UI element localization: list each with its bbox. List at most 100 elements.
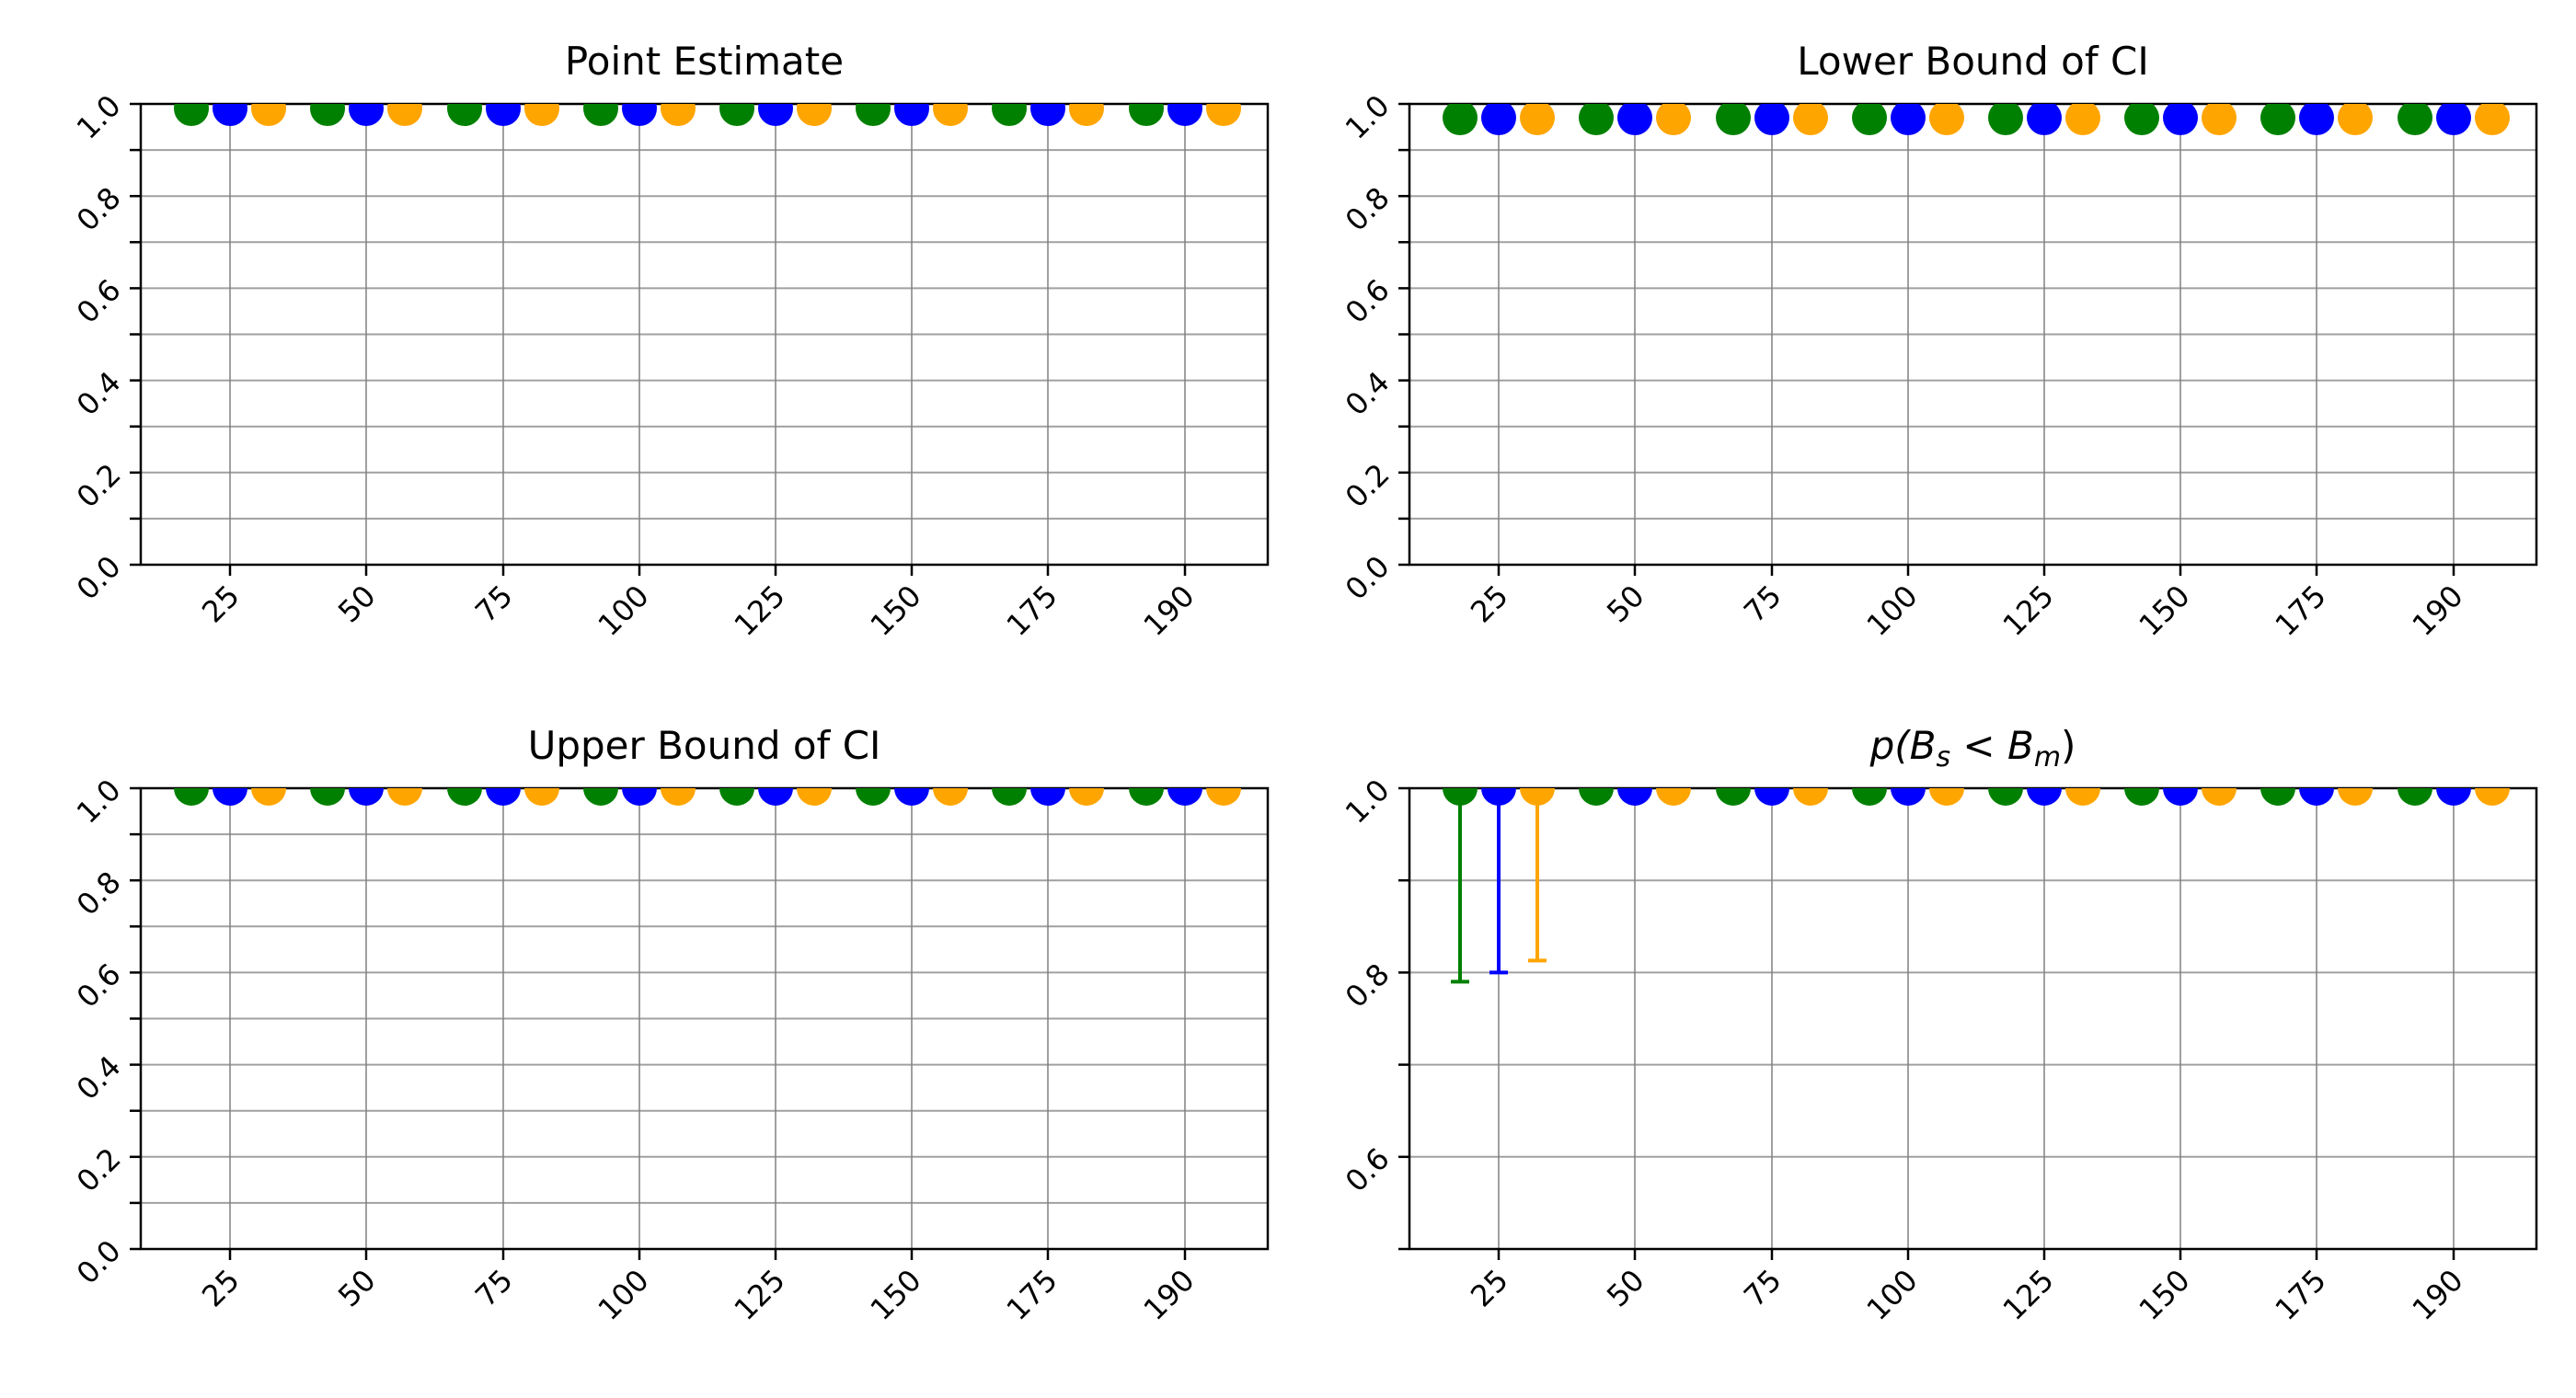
title-part-p: p( — [1869, 723, 1912, 768]
x-tick-label: 125 — [728, 1263, 792, 1327]
data-point — [524, 104, 559, 127]
data-point — [1206, 104, 1241, 127]
data-point — [622, 788, 657, 806]
data-point — [797, 104, 832, 127]
data-point — [1754, 104, 1789, 136]
data-point — [797, 788, 832, 806]
y-tick-label: 0.2 — [70, 457, 128, 515]
data-point — [1069, 104, 1104, 127]
data-point — [213, 104, 247, 127]
data-point — [1617, 788, 1652, 806]
y-tick-label: 0.8 — [70, 865, 128, 922]
data-point — [758, 104, 793, 127]
data-marks — [1443, 788, 2510, 806]
data-point — [447, 104, 482, 127]
x-tick-label: 190 — [1137, 1263, 1202, 1327]
data-point — [1579, 788, 1614, 806]
x-tick-label: 125 — [1996, 1263, 2061, 1327]
data-point — [2299, 104, 2334, 136]
x-tick-label: 190 — [2406, 1263, 2470, 1327]
data-point — [524, 788, 559, 806]
data-point — [2027, 104, 2062, 136]
data-point — [2475, 104, 2510, 136]
data-point — [2299, 788, 2334, 806]
data-point — [1852, 788, 1887, 806]
y-tick-label: 1.0 — [1339, 88, 1397, 146]
grid — [1409, 787, 2536, 1250]
title-part-B1: B — [1910, 723, 1937, 768]
data-point — [933, 104, 968, 127]
x-tick-label: 150 — [2133, 1263, 2197, 1327]
x-tick-label: 100 — [1860, 1263, 1925, 1327]
data-point — [1656, 788, 1691, 806]
data-point — [310, 788, 345, 806]
data-point — [719, 104, 754, 127]
x-tick-label: 100 — [592, 1263, 656, 1327]
data-point — [1520, 104, 1555, 136]
data-point — [2338, 788, 2373, 806]
data-point — [1716, 104, 1751, 136]
panel-point-estimate: 0.0 0.2 0.4 0.6 0.8 1.0 25 50 75 100 125 150 175 190 P… — [70, 39, 1270, 643]
chart-title: p(Bs < Bm) — [1869, 723, 2076, 773]
data-point — [387, 104, 422, 127]
title-part-close: ) — [2061, 723, 2076, 768]
x-tick-label: 75 — [468, 579, 520, 630]
data-point — [661, 788, 696, 806]
data-point — [1129, 788, 1164, 806]
data-point — [1793, 104, 1828, 136]
data-point — [2260, 788, 2295, 806]
data-point — [174, 104, 209, 127]
data-point — [1167, 788, 1202, 806]
data-point — [661, 104, 696, 127]
data-point — [2124, 104, 2159, 136]
data-point — [1579, 104, 1614, 136]
data-marks — [1443, 104, 2510, 136]
y-tick-label: 0.8 — [1339, 180, 1397, 238]
y-tick-label: 0.2 — [70, 1141, 128, 1199]
data-point — [2202, 104, 2237, 136]
data-point — [251, 104, 286, 127]
axes-frame — [139, 786, 1270, 1251]
data-point — [310, 104, 345, 127]
grid — [141, 103, 1268, 566]
chart-title: Upper Bound of CI — [528, 723, 881, 768]
data-point — [1443, 104, 1478, 136]
y-tick-label: 0.8 — [70, 180, 128, 238]
data-point — [1929, 788, 1964, 806]
data-point — [2163, 104, 2198, 136]
data-point — [2065, 104, 2100, 136]
data-point — [486, 788, 521, 806]
panel-upper-bound: 0.0 0.2 0.4 0.6 0.8 1.0 25 50 75 100 125 150 175 190 U… — [70, 723, 1270, 1327]
x-tick-label: 175 — [1000, 1263, 1064, 1327]
x-tick-label: 175 — [2269, 579, 2333, 643]
data-point — [1852, 104, 1887, 136]
data-point — [2163, 788, 2198, 806]
data-point — [1891, 104, 1926, 136]
x-tick-label: 150 — [864, 1263, 928, 1327]
data-point — [2027, 788, 2062, 806]
data-point — [2398, 788, 2432, 806]
x-tick-label: 50 — [1600, 579, 1651, 630]
x-tick-label: 150 — [2133, 579, 2197, 643]
data-point — [1988, 104, 2023, 136]
data-point — [213, 788, 247, 806]
x-tick-label: 190 — [2406, 579, 2470, 643]
axes-frame — [1408, 786, 2538, 1251]
y-tick-label: 0.2 — [1339, 457, 1397, 515]
data-point — [1891, 788, 1926, 806]
x-tick-label: 25 — [195, 1263, 247, 1314]
title-part-B2: B — [2007, 723, 2034, 768]
data-point — [2124, 788, 2159, 806]
data-point — [251, 788, 286, 806]
grid — [1409, 103, 2536, 566]
data-point — [447, 788, 482, 806]
data-point — [2202, 788, 2237, 806]
data-point — [1754, 788, 1789, 806]
y-tick-label: 0.0 — [70, 1233, 128, 1291]
x-tick-label: 50 — [331, 1263, 383, 1314]
data-point — [349, 104, 384, 127]
x-tick-label: 150 — [864, 579, 928, 643]
panel-lower-bound: 0.0 0.2 0.4 0.6 0.8 1.0 25 50 75 100 125 150 175 190 L… — [1339, 39, 2538, 643]
